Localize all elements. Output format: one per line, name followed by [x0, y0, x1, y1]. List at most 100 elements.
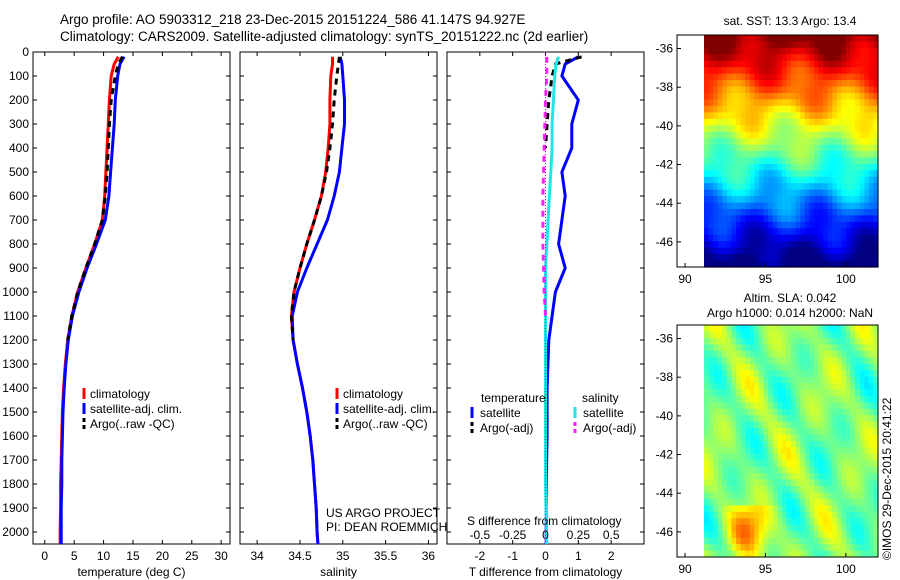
map-cell [763, 453, 769, 461]
map-cell [754, 105, 760, 113]
map-cell [722, 93, 728, 100]
map-cell [832, 228, 838, 236]
map-cell [832, 196, 838, 204]
map-cell [809, 228, 815, 236]
map-cell [717, 550, 723, 558]
map-cell [713, 215, 719, 223]
map-cell [850, 337, 856, 345]
map-cell [777, 254, 783, 262]
map-cell [809, 105, 815, 113]
map-cell [873, 363, 879, 371]
map-cell [850, 383, 856, 390]
map-cell [850, 499, 856, 506]
map-cell [745, 196, 751, 204]
map-cell [754, 544, 760, 552]
map-cell [717, 325, 723, 332]
map-cell [795, 441, 801, 448]
map-cell [855, 370, 861, 378]
map-cell [795, 105, 801, 113]
map-cell [758, 247, 765, 255]
map-cell [722, 434, 728, 442]
map-cell [864, 350, 870, 358]
map-cell [873, 518, 879, 526]
map-cell [781, 241, 787, 249]
map-cell [864, 221, 870, 229]
map-cell [731, 60, 737, 68]
map-cell [795, 131, 801, 139]
map-cell [832, 415, 838, 423]
map-cell [768, 196, 774, 204]
map-cell [786, 337, 792, 345]
map-cell [758, 254, 765, 262]
map-cell [809, 408, 815, 416]
map-cell [704, 544, 710, 552]
map-cell [731, 447, 737, 455]
map-cell [713, 60, 719, 68]
map-cell [722, 144, 728, 152]
map-cell [763, 54, 769, 62]
map-cell [813, 505, 820, 513]
map-cell [850, 189, 856, 197]
map-cell [736, 254, 742, 262]
map-cell [836, 511, 842, 519]
map-cell [845, 241, 852, 249]
map-cell [800, 60, 806, 68]
map-cell [768, 395, 774, 403]
map-cell [845, 221, 852, 229]
map-cell [813, 363, 820, 371]
map-cell [768, 492, 774, 500]
map-cell [745, 434, 751, 442]
map-cell [745, 176, 751, 184]
map-cell [708, 350, 714, 358]
map-cell [832, 151, 838, 158]
map-cell [749, 415, 755, 423]
map-cell [708, 170, 714, 178]
map-cell [845, 486, 852, 494]
map-cell [708, 383, 714, 390]
map-cell [804, 228, 810, 236]
map-cell [800, 176, 806, 184]
map-cell [873, 221, 879, 229]
map-cell [845, 138, 852, 146]
map-cell [745, 60, 751, 68]
map-cell [836, 93, 842, 100]
map-cell [777, 138, 783, 146]
map-cell [722, 344, 728, 352]
map-cell [827, 228, 833, 236]
map-cell [791, 421, 797, 429]
map-cell [786, 47, 792, 55]
map-cell [772, 67, 778, 75]
map-cell [722, 325, 728, 332]
map-cell [731, 434, 737, 442]
map-cell [786, 221, 792, 229]
map-cell [763, 479, 769, 487]
map-cell [795, 350, 801, 358]
depth-tick-label: 1400 [2, 381, 29, 395]
map-cell [832, 325, 838, 332]
map-cell [704, 505, 710, 513]
map-cell [868, 228, 874, 236]
map-cell [864, 196, 870, 204]
map-cell [745, 254, 751, 262]
map-cell [827, 337, 833, 345]
map-cell [749, 254, 755, 262]
map-cell [873, 453, 879, 461]
map-cell [850, 93, 856, 100]
map-cell [832, 447, 838, 455]
map-cell [795, 550, 801, 558]
map-cell [832, 125, 838, 133]
map-cell [717, 395, 723, 403]
map-cell [850, 550, 856, 558]
map-cell [726, 260, 733, 268]
map-cell [708, 344, 714, 352]
map-cell [786, 473, 792, 481]
map-cell [836, 209, 842, 216]
map-cell [823, 544, 829, 552]
map-cell [813, 183, 820, 191]
map-cell [809, 505, 815, 513]
map-cell [749, 357, 755, 365]
map-cell [704, 395, 710, 403]
map-cell [731, 234, 737, 242]
map-cell [722, 376, 728, 384]
map-cell [804, 131, 810, 139]
